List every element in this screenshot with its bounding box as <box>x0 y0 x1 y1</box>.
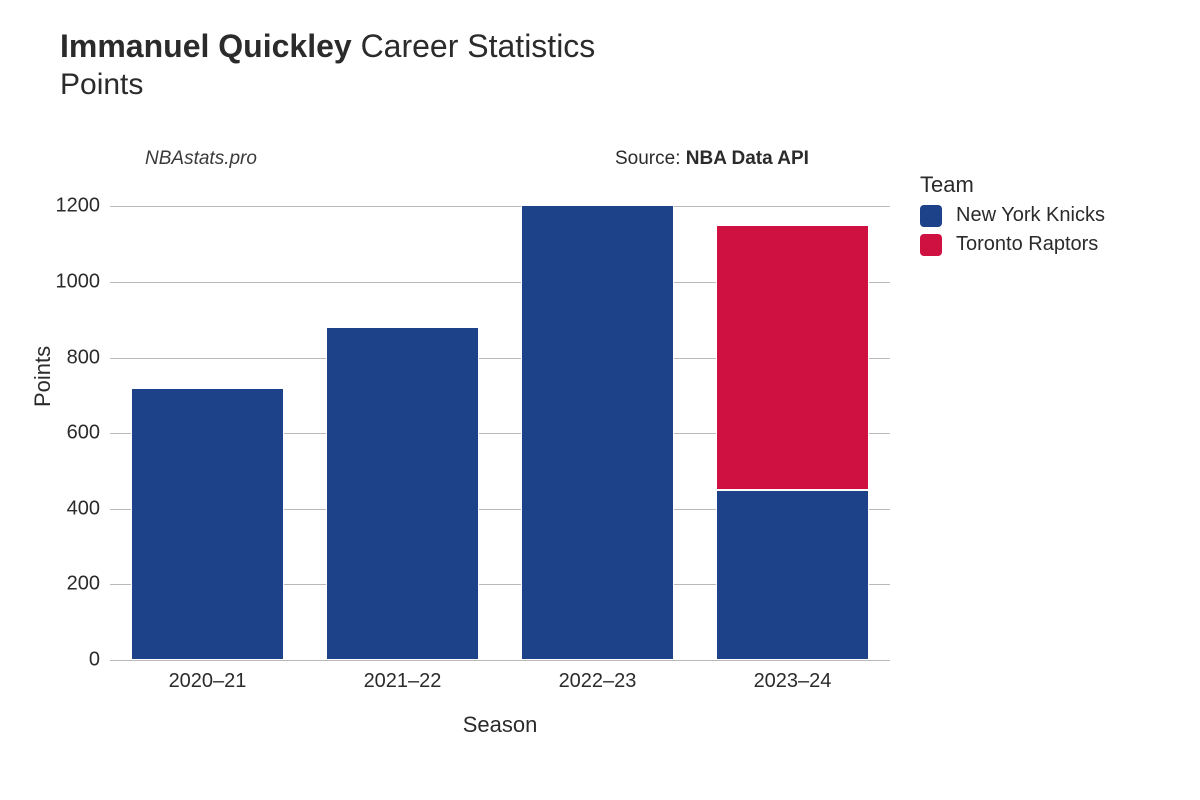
title-player: Immanuel Quickley <box>60 28 352 64</box>
title-line-1: Immanuel Quickley Career Statistics <box>60 26 595 66</box>
y-tick-label: 800 <box>30 346 110 369</box>
watermark: NBAstats.pro <box>145 148 257 170</box>
y-tick-label: 1200 <box>30 195 110 218</box>
x-tick-label: 2022–23 <box>559 660 637 693</box>
title-subtitle: Points <box>60 68 595 102</box>
legend-swatch <box>920 234 942 256</box>
bar-segment <box>716 490 868 660</box>
plot-area: 0200400600800100012002020–212021–222022–… <box>110 180 890 660</box>
y-tick-label: 600 <box>30 422 110 445</box>
title-suffix: Career Statistics <box>352 28 596 64</box>
gridline <box>110 206 890 207</box>
y-tick-label: 400 <box>30 497 110 520</box>
bar-segment <box>326 327 478 660</box>
legend-item: New York Knicks <box>920 204 1105 227</box>
y-tick-label: 0 <box>30 649 110 672</box>
legend-swatch <box>920 205 942 227</box>
x-tick-label: 2021–22 <box>364 660 442 693</box>
bar-segment <box>131 388 283 660</box>
x-tick-label: 2023–24 <box>754 660 832 693</box>
x-axis-title: Season <box>463 712 538 738</box>
source-prefix: Source: <box>615 148 686 169</box>
bar-segment <box>716 225 868 490</box>
bar-segment <box>521 205 673 660</box>
legend: Team New York Knicks Toronto Raptors <box>920 172 1105 256</box>
source-label: Source: NBA Data API <box>615 148 809 170</box>
legend-label: Toronto Raptors <box>956 233 1098 256</box>
y-tick-label: 200 <box>30 573 110 596</box>
x-tick-label: 2020–21 <box>169 660 247 693</box>
legend-label: New York Knicks <box>956 204 1105 227</box>
legend-title: Team <box>920 172 1105 198</box>
legend-item: Toronto Raptors <box>920 233 1105 256</box>
chart-title: Immanuel Quickley Career Statistics Poin… <box>60 26 595 102</box>
y-tick-label: 1000 <box>30 271 110 294</box>
source-name: NBA Data API <box>686 148 809 169</box>
